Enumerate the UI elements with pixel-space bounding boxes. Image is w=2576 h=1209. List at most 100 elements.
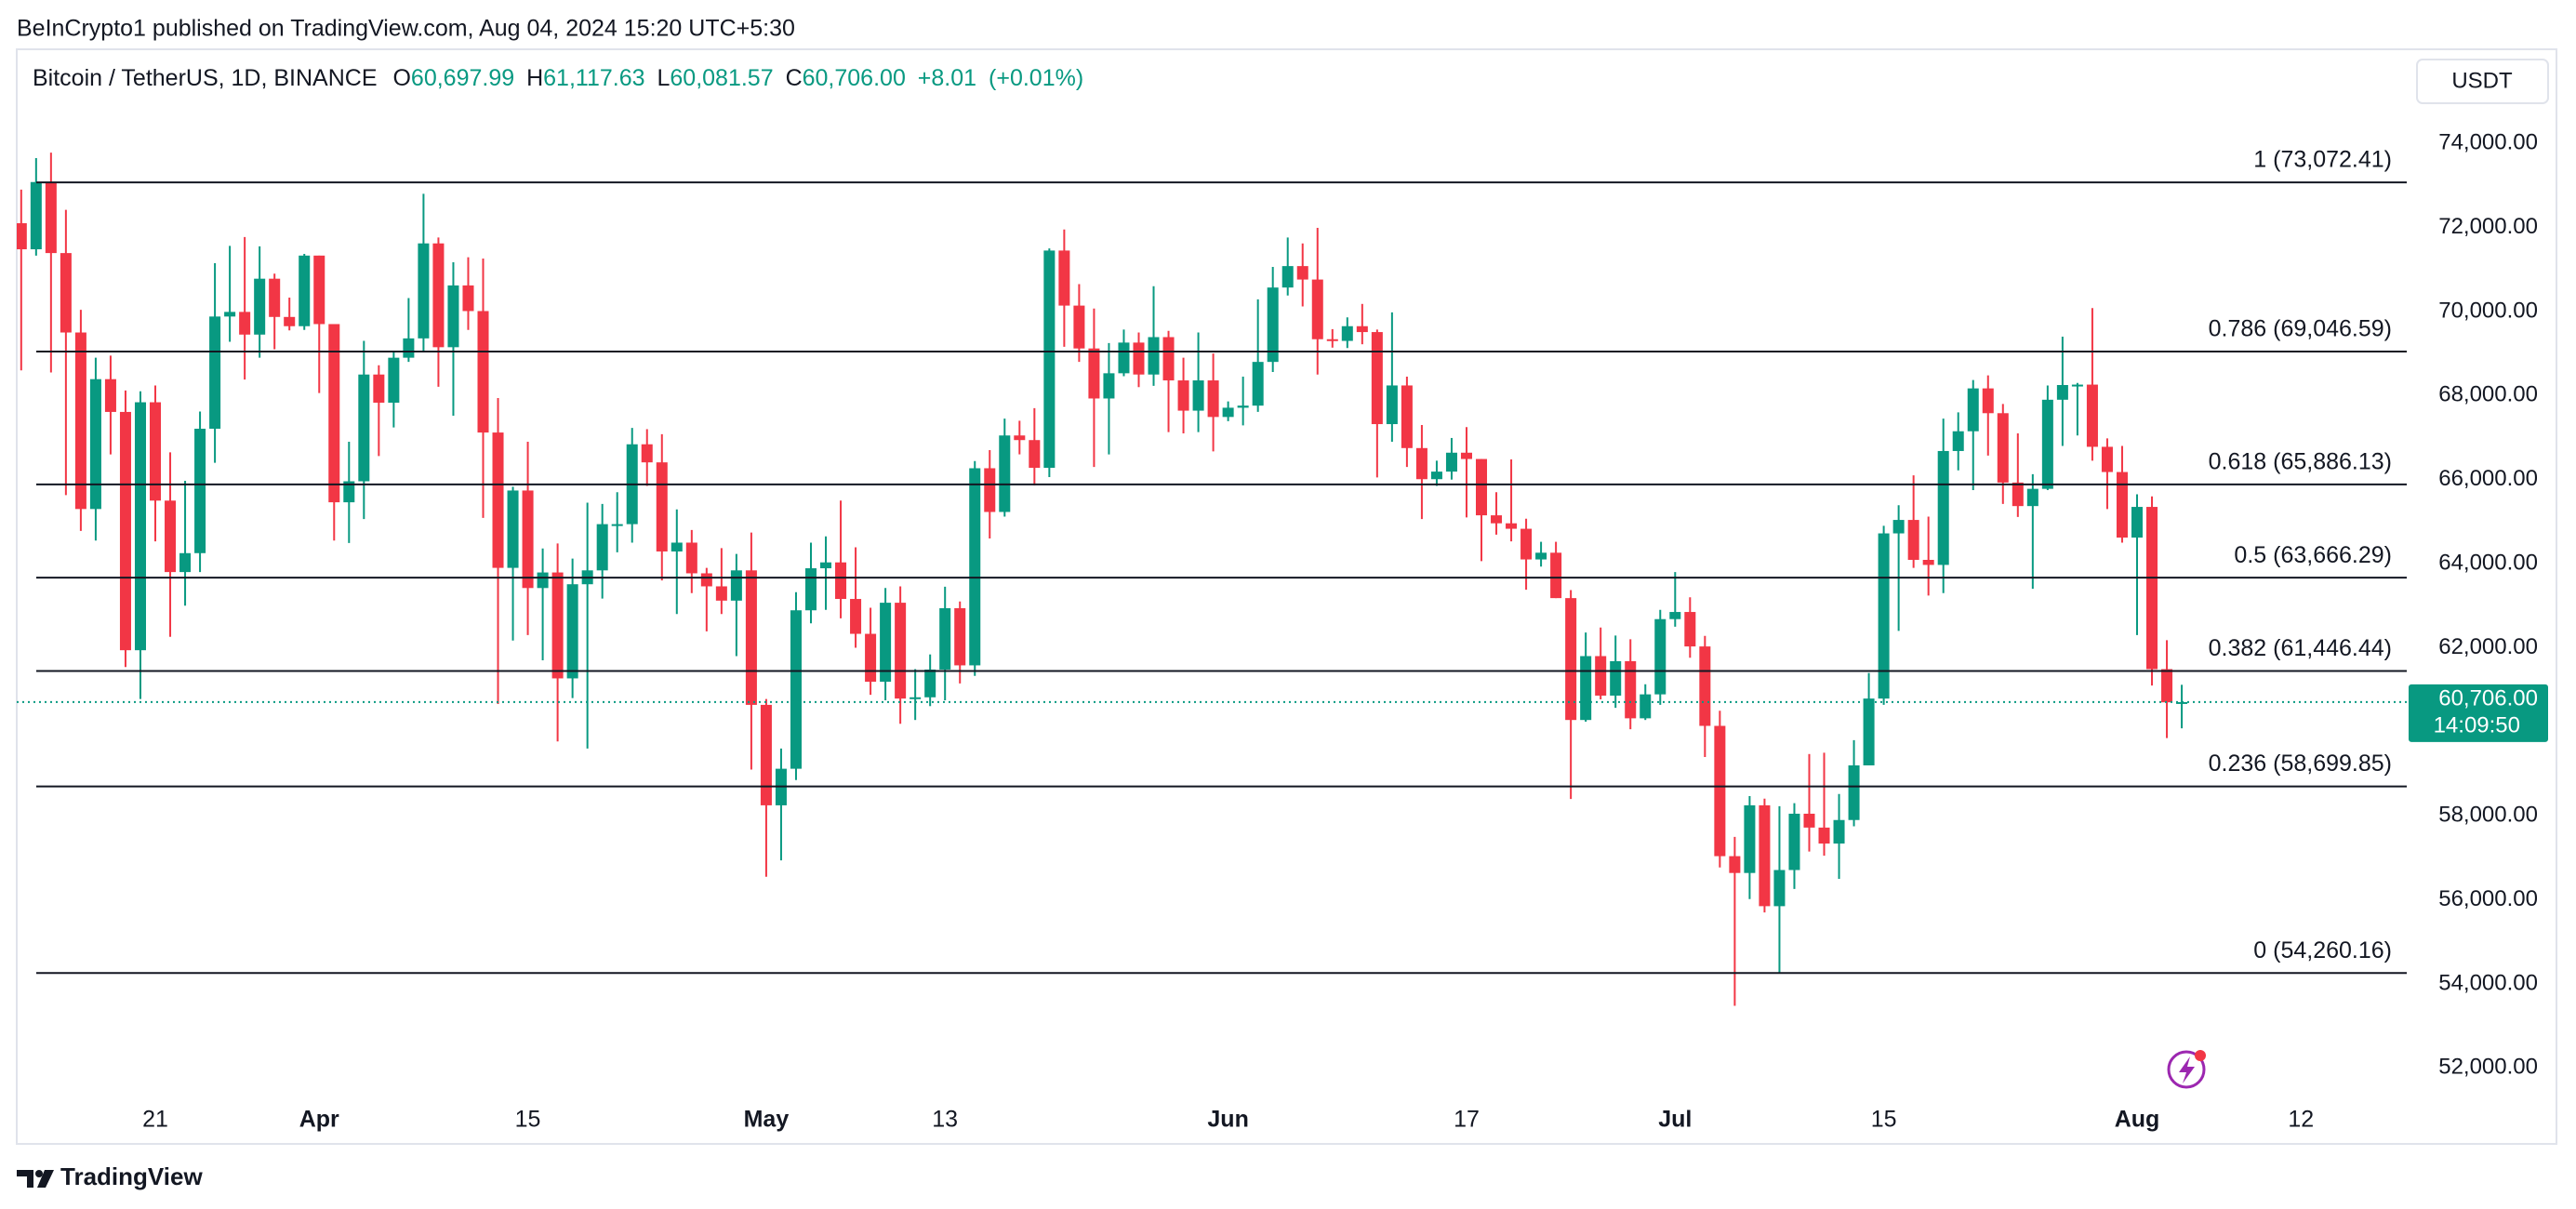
- candle-body: [1326, 339, 1338, 341]
- candle-body: [313, 255, 325, 325]
- candle-body: [1177, 380, 1189, 411]
- logo-mark: [35, 1170, 43, 1177]
- candle-body: [1595, 656, 1607, 696]
- chart-frame: [16, 48, 2557, 1145]
- currency-button[interactable]: [2416, 59, 2549, 104]
- icon-dot[interactable]: [2195, 1050, 2206, 1061]
- candle-body: [566, 584, 578, 679]
- candle-body: [1997, 413, 2009, 483]
- candle-body: [790, 610, 802, 769]
- candle-body: [1610, 660, 1622, 696]
- fib-label: 0.382 (61,446.44): [2209, 635, 2392, 661]
- candle-body: [1625, 660, 1637, 719]
- fib-label: 1 (73,072.41): [2253, 147, 2392, 173]
- candle-body: [2041, 399, 2053, 489]
- candle-body: [45, 181, 57, 254]
- candle-body: [1907, 520, 1919, 561]
- legend-value: 60,706.00: [803, 65, 906, 91]
- candle-body: [1565, 598, 1577, 721]
- candle-body: [939, 607, 951, 670]
- candle-body: [194, 429, 206, 553]
- candle-body: [1014, 435, 1026, 441]
- candle-body: [1162, 337, 1175, 381]
- candle-body: [1729, 856, 1741, 873]
- candle-body: [328, 324, 340, 503]
- candle-body: [1892, 520, 1905, 534]
- candle-body: [284, 316, 296, 326]
- candle-body: [2056, 385, 2068, 400]
- legend-key: C: [786, 65, 803, 91]
- candle-body: [432, 243, 445, 348]
- legend-change: +8.01: [918, 65, 976, 91]
- candle-body: [2146, 507, 2158, 670]
- candle-body: [1520, 528, 1533, 560]
- y-tick-label: 52,000.00: [2438, 1055, 2538, 1080]
- candle-body: [1982, 388, 1994, 414]
- candle-body: [254, 278, 266, 335]
- x-tick-label: 15: [515, 1107, 541, 1133]
- fib-label: 0 (54,260.16): [2253, 937, 2392, 963]
- attribution: BeInCrypto1 published on TradingView.com…: [17, 16, 795, 42]
- footer-logo: [17, 1170, 54, 1188]
- candle-body: [447, 285, 459, 348]
- icon-bolt[interactable]: [2179, 1056, 2195, 1083]
- candle-body: [2101, 446, 2113, 472]
- candle-body: [1192, 380, 1204, 411]
- candle-body: [984, 468, 996, 512]
- candle-body: [2071, 384, 2083, 387]
- fib-label: 0.5 (63,666.29): [2234, 542, 2392, 568]
- candle-body: [507, 490, 519, 568]
- candle-body: [2026, 488, 2038, 507]
- x-tick-label: Jun: [1207, 1107, 1248, 1133]
- currency-label[interactable]: USDT: [2451, 68, 2513, 93]
- candle-body: [1267, 287, 1279, 363]
- candle-body: [1356, 326, 1368, 333]
- candle-body: [804, 568, 817, 611]
- y-tick-label: 56,000.00: [2438, 886, 2538, 911]
- candle-body: [1535, 552, 1547, 560]
- candle-body: [611, 524, 623, 526]
- candle-body: [1848, 764, 1860, 820]
- candle-body: [1684, 612, 1696, 647]
- candle-body: [1878, 533, 1890, 699]
- candle-body: [656, 462, 668, 551]
- candle-body: [1058, 250, 1070, 306]
- candle-body: [1311, 279, 1323, 339]
- candle-body: [239, 312, 251, 335]
- y-tick-label: 66,000.00: [2438, 466, 2538, 491]
- legend-value: 60,697.99: [411, 65, 514, 91]
- candle-body: [134, 402, 146, 651]
- candle-body: [403, 338, 415, 358]
- candle-body: [730, 570, 742, 601]
- candle-body: [1430, 472, 1442, 480]
- candle-body: [1669, 612, 1681, 619]
- y-tick-label: 70,000.00: [2438, 298, 2538, 323]
- candle-body: [1088, 348, 1100, 399]
- x-tick-label: 13: [932, 1107, 958, 1133]
- fib-label: 0.236 (58,699.85): [2209, 751, 2392, 777]
- replay-icon[interactable]: [2167, 1050, 2206, 1089]
- x-tick-label: Aug: [2115, 1107, 2160, 1133]
- candle-body: [1922, 560, 1934, 565]
- fib-label: 0.618 (65,886.13): [2209, 448, 2392, 474]
- candle-body: [1967, 388, 1979, 432]
- candle-body: [1640, 694, 1652, 719]
- logo-mark: [17, 1170, 33, 1188]
- legend-key: L: [657, 65, 670, 91]
- icon-ring[interactable]: [2167, 1050, 2206, 1089]
- candle-body: [1371, 332, 1383, 425]
- legend-value: 61,117.63: [543, 65, 644, 91]
- candle-body: [1475, 458, 1488, 516]
- x-tick-label: Jul: [1658, 1107, 1692, 1133]
- candle-body: [224, 312, 236, 317]
- candle-body: [820, 562, 832, 569]
- candle-body: [1788, 813, 1800, 870]
- candle-body: [596, 524, 608, 571]
- candle-body: [715, 586, 727, 601]
- candle-body: [1460, 452, 1472, 459]
- x-tick-label: May: [744, 1107, 790, 1133]
- candle-body: [30, 181, 42, 250]
- candle-body: [269, 278, 281, 317]
